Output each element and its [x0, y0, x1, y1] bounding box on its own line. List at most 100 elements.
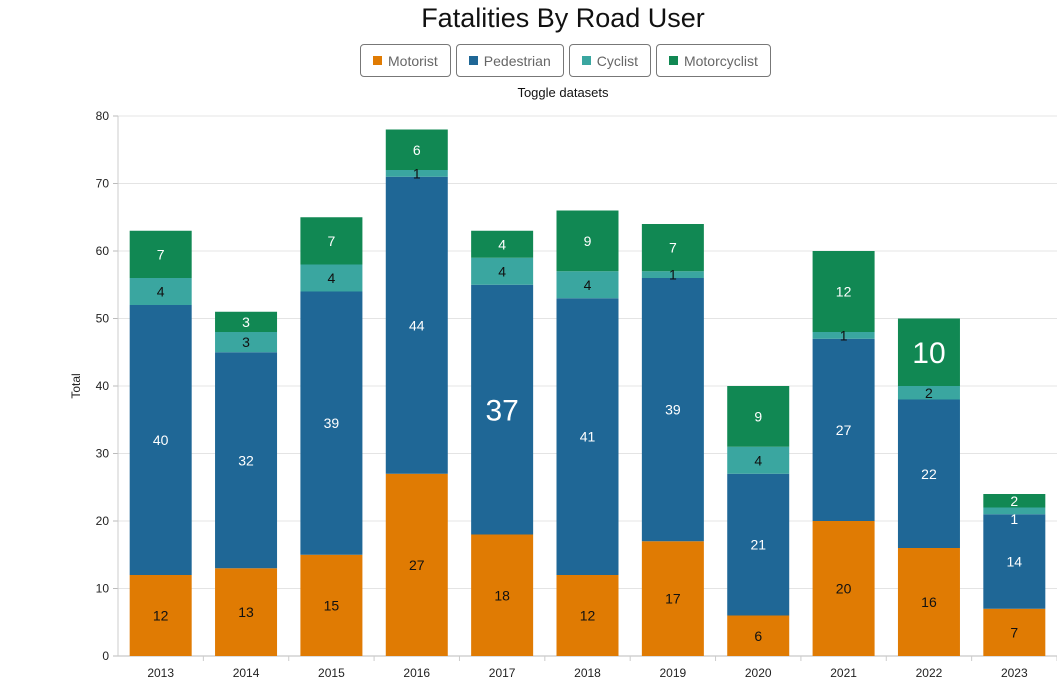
bar-motorist-2019 — [641, 541, 704, 656]
data-label: 2 — [1010, 493, 1018, 509]
bar-motorcyclist-2014 — [215, 311, 278, 332]
bar-motorist-2014 — [215, 568, 278, 656]
bar-cyclist-2013 — [129, 278, 192, 305]
bar-motorist-2022 — [897, 548, 960, 656]
bar-cyclist-2015 — [300, 264, 363, 292]
x-tick-label: 2018 — [574, 666, 601, 680]
bar-cyclist-2018 — [556, 271, 619, 299]
data-label: 7 — [1010, 624, 1018, 640]
data-label: 3 — [242, 314, 250, 330]
data-label: 18 — [494, 587, 510, 603]
data-label: 14 — [1007, 554, 1023, 570]
data-label: 27 — [836, 422, 852, 438]
legend-swatch — [468, 56, 478, 65]
bar-motorcyclist-2016 — [385, 129, 448, 170]
data-label: 12 — [153, 608, 169, 624]
bar-cyclist-2020 — [727, 446, 790, 474]
data-label: 7 — [328, 233, 336, 249]
legend-label: Motorcyclist — [683, 52, 758, 69]
bar-motorcyclist-2022 — [897, 318, 960, 386]
bar-motorcyclist-2017 — [471, 230, 534, 258]
y-tick-label: 80 — [96, 109, 110, 123]
legend-label: Cyclist — [596, 52, 638, 69]
data-label: 1 — [669, 267, 677, 283]
y-tick-label: 40 — [96, 379, 110, 393]
legend-swatch — [373, 56, 382, 65]
bar-cyclist-2016 — [385, 170, 448, 177]
data-label: 10 — [912, 337, 945, 370]
x-tick-label: 2016 — [403, 666, 430, 680]
data-label: 39 — [665, 402, 681, 418]
bar-motorcyclist-2013 — [129, 230, 192, 278]
toggle-datasets-label: Toggle datasets — [517, 85, 609, 100]
data-label: 40 — [153, 432, 169, 448]
bar-motorist-2015 — [300, 554, 363, 656]
x-tick-label: 2019 — [660, 666, 687, 680]
bar-cyclist-2022 — [897, 386, 960, 400]
bar-motorcyclist-2018 — [556, 210, 619, 272]
legend-toggle-motorist[interactable]: Motorist — [360, 44, 451, 77]
chart-title: Fatalities By Road User — [421, 3, 705, 33]
legend-swatch — [668, 56, 678, 65]
x-tick-label: 2021 — [830, 666, 857, 680]
y-tick-label: 0 — [102, 649, 109, 663]
data-label: 7 — [157, 246, 165, 262]
bar-pedestrian-2023 — [983, 514, 1046, 609]
bar-motorist-2017 — [471, 534, 534, 656]
data-label: 9 — [584, 233, 592, 249]
data-label: 21 — [750, 537, 766, 553]
data-label: 20 — [836, 581, 852, 597]
bar-pedestrian-2018 — [556, 298, 619, 575]
bar-motorcyclist-2020 — [727, 386, 790, 447]
bar-cyclist-2023 — [983, 507, 1046, 515]
bar-pedestrian-2020 — [727, 473, 790, 616]
legend-toggle-cyclist[interactable]: Cyclist — [568, 44, 651, 77]
bar-cyclist-2019 — [641, 271, 704, 278]
legend-toggle-pedestrian[interactable]: Pedestrian — [455, 44, 564, 77]
bar-pedestrian-2016 — [385, 176, 448, 474]
bar-cyclist-2021 — [812, 332, 875, 339]
legend: Motorist Pedestrian Cyclist Motorcyclist — [360, 44, 771, 77]
data-label: 3 — [242, 334, 250, 350]
x-tick-label: 2014 — [233, 666, 260, 680]
data-label: 9 — [754, 408, 762, 424]
data-label: 37 — [485, 394, 518, 427]
data-label: 17 — [665, 591, 681, 607]
bar-motorist-2013 — [129, 575, 192, 656]
bar-pedestrian-2022 — [897, 399, 960, 548]
data-label: 4 — [328, 270, 336, 286]
data-label: 16 — [921, 594, 937, 610]
legend-toggle-motorcyclist[interactable]: Motorcyclist — [655, 44, 771, 77]
data-label: 4 — [498, 236, 506, 252]
data-label: 6 — [413, 142, 421, 158]
data-label: 1 — [840, 327, 848, 343]
data-label: 32 — [238, 452, 254, 468]
bar-pedestrian-2017 — [471, 284, 534, 535]
bar-motorcyclist-2019 — [641, 224, 704, 272]
bar-pedestrian-2013 — [129, 305, 192, 575]
bar-pedestrian-2014 — [215, 352, 278, 569]
data-label: 41 — [580, 429, 596, 445]
data-label: 4 — [157, 284, 165, 300]
y-tick-label: 20 — [96, 514, 110, 528]
legend-label: Pedestrian — [483, 52, 551, 69]
data-label: 13 — [238, 604, 254, 620]
data-label: 12 — [580, 608, 596, 624]
bar-motorcyclist-2015 — [300, 217, 363, 265]
data-label: 2 — [925, 385, 933, 401]
y-tick-label: 60 — [96, 244, 110, 258]
x-tick-label: 2013 — [147, 666, 174, 680]
data-label: 12 — [836, 284, 852, 300]
y-tick-label: 50 — [96, 312, 110, 326]
bar-motorist-2021 — [812, 521, 875, 656]
data-label: 15 — [324, 597, 340, 613]
data-label: 4 — [584, 277, 592, 293]
bar-motorcyclist-2023 — [983, 494, 1046, 508]
y-tick-label: 10 — [96, 582, 110, 596]
data-label: 4 — [754, 452, 762, 468]
legend-label: Motorist — [388, 52, 438, 69]
bar-motorist-2018 — [556, 575, 619, 656]
bar-pedestrian-2015 — [300, 291, 363, 555]
y-tick-label: 30 — [96, 447, 110, 461]
data-label: 1 — [413, 165, 421, 181]
